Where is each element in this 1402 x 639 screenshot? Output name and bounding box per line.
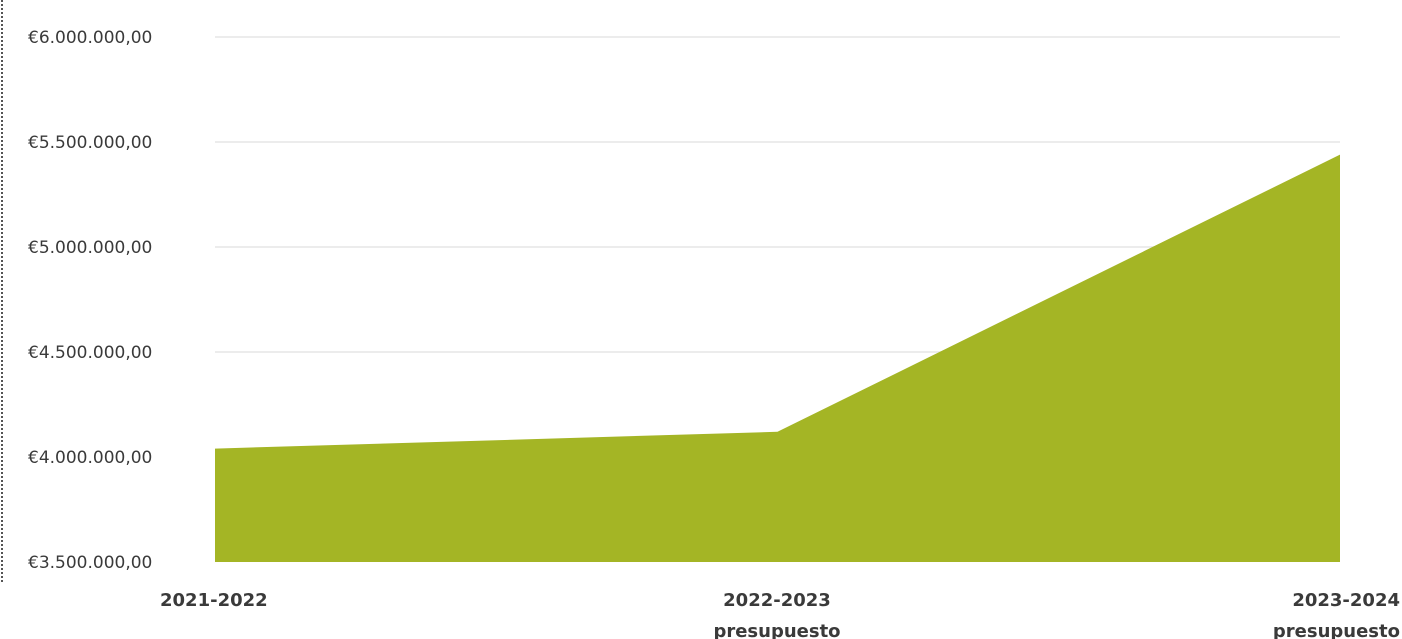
- y-tick-label: €5.500.000,00: [28, 133, 152, 153]
- y-axis-ticks: €3.500.000,00 €4.000.000,00 €4.500.000,00 €…: [28, 28, 152, 573]
- x-axis-ticks: 2021-2022 2022-2023 presupuesto 2023-2024 pr…: [160, 590, 1400, 639]
- x-tick-line: presupuesto: [1273, 621, 1400, 639]
- y-tick-label: €6.000.000,00: [28, 28, 152, 48]
- x-tick-line: 2021-2022: [160, 590, 268, 611]
- x-tick-label: 2022-2023 presupuesto: [713, 590, 840, 639]
- x-tick-label: 2021-2022: [160, 590, 268, 611]
- area-fill: [215, 154, 1340, 562]
- area-series: [215, 154, 1340, 562]
- y-tick-label: €4.000.000,00: [28, 448, 152, 468]
- x-tick-line: presupuesto: [713, 621, 840, 639]
- x-tick-line: 2023-2024: [1292, 590, 1400, 611]
- left-dotted-border: [1, 0, 3, 582]
- y-tick-label: €5.000.000,00: [28, 238, 152, 258]
- y-tick-label: €3.500.000,00: [28, 553, 152, 573]
- y-tick-label: €4.500.000,00: [28, 343, 152, 363]
- x-tick-label: 2023-2024 presupuesto: [1273, 590, 1400, 639]
- x-tick-line: 2022-2023: [723, 590, 831, 611]
